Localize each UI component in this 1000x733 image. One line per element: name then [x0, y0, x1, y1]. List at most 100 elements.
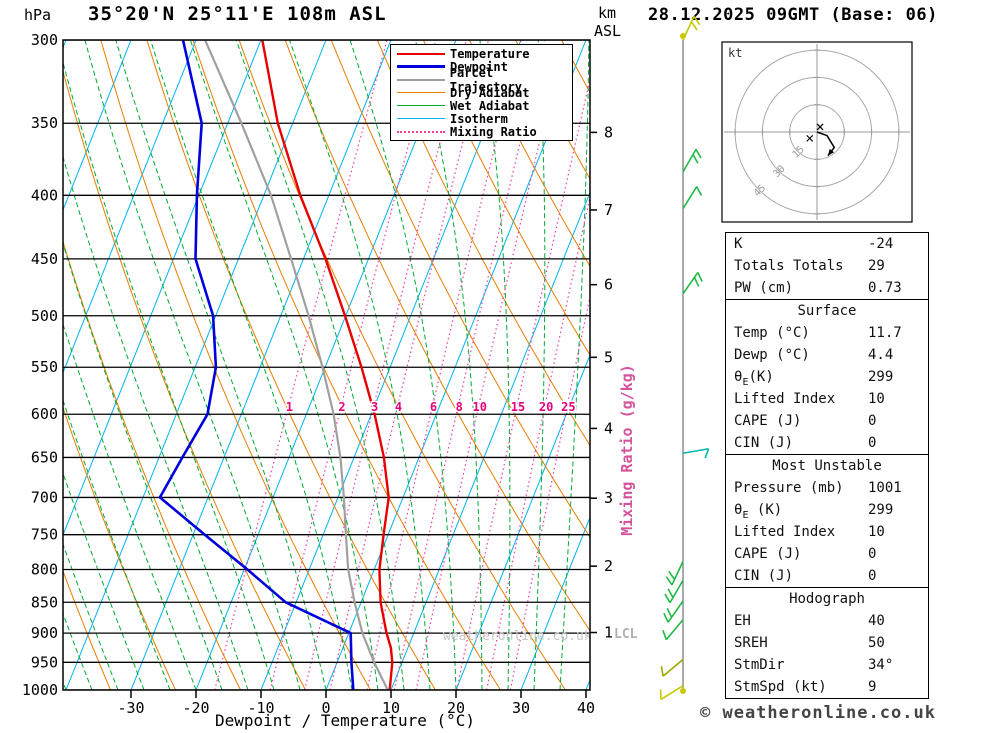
svg-text:500: 500	[31, 307, 58, 325]
wind-barb	[659, 684, 684, 701]
indices-label: EH	[734, 613, 751, 629]
indices-value: 0	[868, 435, 877, 451]
indices-label: CIN (J)	[734, 435, 794, 451]
legend-line-sample	[397, 130, 445, 133]
svg-text:600: 600	[31, 405, 58, 423]
indices-value: 34°	[868, 657, 894, 673]
indices-row-cin-j: CIN (J) 0	[726, 565, 928, 587]
wind-barb	[662, 619, 684, 641]
legend-item-label: Dry Adiabat	[450, 85, 530, 100]
svg-text:7: 7	[604, 201, 613, 219]
svg-text:550: 550	[31, 358, 58, 376]
altitude-axis-unit-km: km	[598, 4, 617, 22]
legend-line-sample	[397, 65, 445, 68]
indices-label: Pressure (mb)	[734, 480, 844, 496]
legend-item-parcel-trajectory: Parcel Trajectory	[391, 66, 572, 94]
indices-row-pw-cm: PW (cm) 0.73	[726, 277, 928, 299]
indices-label: SREH	[734, 635, 768, 651]
svg-text:10: 10	[472, 400, 486, 414]
wind-barb	[682, 15, 701, 41]
svg-text:25: 25	[561, 400, 575, 414]
indices-section-top: K -24 Totals Totals 29 PW (cm) 0.73	[725, 232, 929, 300]
svg-text:300: 300	[31, 31, 58, 49]
svg-text:20: 20	[539, 400, 553, 414]
indices-section-header: Hodograph	[789, 591, 865, 607]
wind-barb-column	[659, 15, 710, 701]
run-datetime-title: 28.12.2025 09GMT (Base: 06)	[648, 5, 938, 25]
svg-text:-20: -20	[182, 699, 209, 717]
indices-row-cape-j: CAPE (J) 0	[726, 410, 928, 432]
indices-label: PW (cm)	[734, 280, 794, 296]
svg-text:900: 900	[31, 624, 58, 642]
altitude-axis-unit-asl: ASL	[594, 22, 622, 40]
indices-value: 9	[868, 679, 877, 695]
legend-item-isotherm: Isotherm	[391, 111, 572, 126]
wind-barb	[663, 600, 684, 623]
svg-text:40: 40	[577, 699, 595, 717]
indices-label: Dewp (°C)	[734, 347, 810, 363]
svg-text:650: 650	[31, 448, 58, 466]
svg-text:3: 3	[604, 489, 613, 507]
legend-line-sample	[397, 118, 445, 119]
svg-text:400: 400	[31, 186, 58, 204]
watermark-text: weatheronline.co.uk	[443, 629, 592, 644]
indices-row-temp-c: Temp (°C) 11.7	[726, 322, 928, 344]
wind-barb	[682, 186, 703, 210]
mixing-ratio-value-labels: 1 2 3 4 6 8 10 15 20 25	[284, 399, 577, 416]
indices-value: 0.73	[868, 280, 902, 296]
legend-item-mixing-ratio: Mixing Ratio	[391, 124, 572, 139]
svg-text:850: 850	[31, 593, 58, 611]
indices-label: Lifted Index	[734, 391, 836, 407]
indices-section-surface: Surface Temp (°C) 11.7 Dewp (°C) 4.4 θE(K) 299…	[725, 299, 929, 455]
indices-value: 0	[868, 413, 877, 429]
indices-value: 4.4	[868, 347, 894, 363]
column-bottom-dot	[680, 688, 686, 694]
indices-label: CAPE (J)	[734, 413, 802, 429]
indices-row-cin-j: CIN (J) 0	[726, 432, 928, 454]
x-axis-label: Dewpoint / Temperature (°C)	[214, 711, 476, 730]
svg-text:30: 30	[512, 699, 530, 717]
svg-text:2: 2	[338, 400, 345, 414]
indices-value: 50	[868, 635, 885, 651]
indices-row-dewp-c: Dewp (°C) 4.4	[726, 344, 928, 366]
indices-row-stmspd-kt: StmSpd (kt) 9	[726, 676, 928, 698]
svg-text:8: 8	[604, 123, 613, 141]
svg-text:450: 450	[31, 250, 58, 268]
legend-item-dry-adiabat: Dry Adiabat	[391, 85, 572, 100]
legend-line-sample	[397, 52, 445, 55]
svg-text:6: 6	[430, 400, 437, 414]
indices-row-totals-totals: Totals Totals 29	[726, 255, 928, 277]
svg-text:2: 2	[604, 557, 613, 575]
svg-text:1: 1	[286, 400, 293, 414]
svg-text:750: 750	[31, 526, 58, 544]
wind-barb	[682, 447, 710, 459]
dewpoint-curve	[158, 40, 355, 690]
indices-row-e-k: θE(K) 299	[726, 366, 928, 388]
svg-text:10: 10	[382, 699, 400, 717]
legend-line-sample	[397, 105, 445, 106]
copyright: © weatheronline.co.uk	[700, 703, 936, 723]
indices-section-hodograph: Hodograph EH 40 SREH 50 StmDir 34° StmSpd (kt) 9	[725, 587, 929, 699]
svg-text:4: 4	[395, 400, 402, 414]
legend-item-label: Isotherm	[450, 111, 508, 126]
hodograph-unit-label: kt	[728, 46, 742, 60]
indices-row-eh: EH 40	[726, 610, 928, 632]
wind-barb	[665, 561, 684, 586]
pressure-axis-labels: 300 350 400 450 500 550 600 650 700 750 800 850 900 9…	[22, 31, 58, 699]
legend-item-label: Wet Adiabat	[450, 98, 530, 113]
wind-barb	[682, 271, 703, 295]
indices-label: Temp (°C)	[734, 325, 810, 341]
indices-panel: K -24 Totals Totals 29 PW (cm) 0.73 Surface Tem…	[725, 232, 929, 699]
indices-row-sreh: SREH 50	[726, 632, 928, 654]
legend-item-label: Mixing Ratio	[450, 124, 537, 139]
svg-text:5: 5	[604, 348, 613, 366]
svg-text:-30: -30	[117, 699, 144, 717]
svg-text:700: 700	[31, 488, 58, 506]
parcel-trajectory-curve	[204, 40, 389, 690]
svg-text:1000: 1000	[22, 681, 58, 699]
temperature-curve	[261, 40, 394, 690]
legend-item-label: Temperature	[450, 46, 530, 61]
indices-value: 29	[868, 258, 885, 274]
indices-section-header: Most Unstable	[772, 458, 882, 474]
legend-item-temperature: Temperature	[391, 46, 572, 61]
